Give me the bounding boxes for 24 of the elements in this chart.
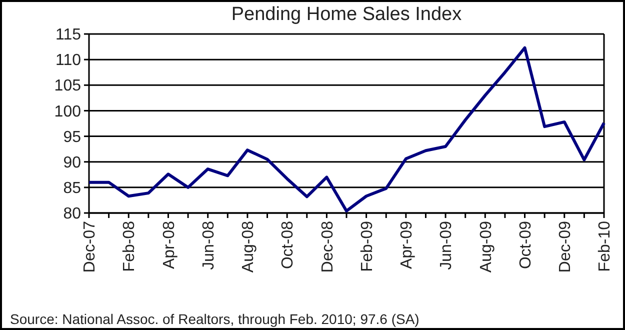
chart-title: Pending Home Sales Index [231, 4, 462, 25]
y-tick-label: 80 [63, 206, 82, 223]
y-tick-label: 90 [63, 154, 82, 172]
x-tick-label: Oct-08 [280, 220, 297, 270]
x-tick-label: Aug-09 [478, 220, 495, 273]
x-tick-label: Feb-08 [121, 220, 138, 272]
x-tick-label: Dec-07 [82, 220, 99, 273]
x-tick-label: Dec-09 [556, 220, 574, 273]
y-tick-label: 100 [54, 103, 82, 120]
y-tick-label: 85 [63, 180, 82, 198]
y-tick-label: 115 [55, 26, 82, 44]
y-tick-label: 110 [55, 52, 82, 70]
y-tick-label: 95 [63, 128, 82, 146]
x-tick-label: Dec-08 [319, 220, 336, 273]
x-tick-label: Aug-08 [240, 220, 258, 273]
x-tick-label: Jun-09 [438, 220, 456, 270]
x-tick-label: Oct-09 [517, 220, 534, 270]
y-tick-label: 105 [54, 78, 82, 95]
x-tick-label: Apr-09 [398, 220, 416, 270]
x-tick-label: Feb-10 [596, 220, 614, 272]
x-tick-label: Feb-09 [358, 220, 376, 272]
source-note: Source: National Assoc. of Realtors, through Feb. 2010; 97.6 (SA) [10, 311, 420, 327]
x-tick-label: Apr-08 [160, 220, 178, 270]
x-tick-label: Jun-08 [200, 220, 218, 270]
